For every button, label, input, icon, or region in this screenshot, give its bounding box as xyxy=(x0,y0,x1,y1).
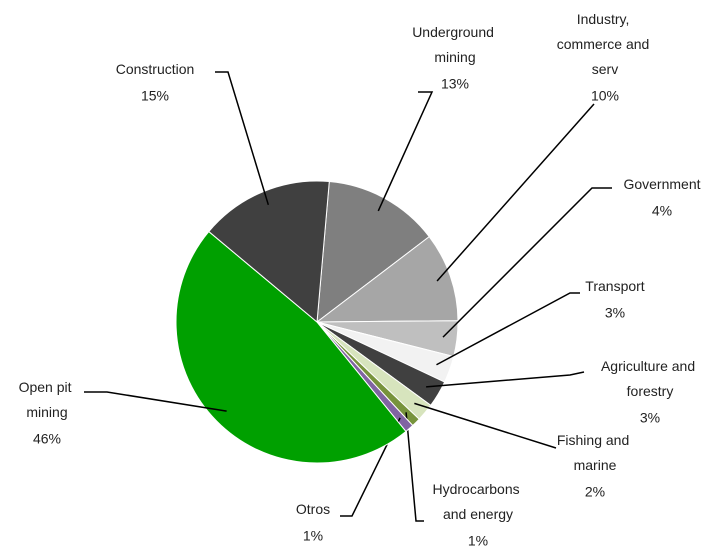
category-label: Industry, commerce and serv xyxy=(557,11,653,77)
category-label: Otros xyxy=(296,501,330,517)
value-label: 13% xyxy=(441,76,469,92)
category-label: Transport xyxy=(585,278,645,294)
category-label: Government xyxy=(623,176,700,192)
value-label: 15% xyxy=(141,88,169,104)
pie-slice xyxy=(208,180,330,323)
pie-slice xyxy=(315,235,459,323)
leader-line xyxy=(442,187,612,338)
value-label: 2% xyxy=(585,484,605,500)
label-line: mining xyxy=(434,49,475,65)
pie-slice xyxy=(316,180,430,324)
value-label: 3% xyxy=(605,305,625,321)
label-line: Industry, xyxy=(577,11,634,27)
label-line: Otros xyxy=(296,501,330,517)
label-line: Underground xyxy=(412,24,498,40)
label-line: Government xyxy=(623,176,700,192)
value-label: 46% xyxy=(33,431,61,447)
category-label: Fishing and marine xyxy=(557,432,633,473)
category-label: Underground mining xyxy=(412,24,498,65)
value-label: 4% xyxy=(652,203,672,219)
label-line: mining xyxy=(26,404,67,420)
value-label: 3% xyxy=(640,410,660,426)
leader-line xyxy=(340,417,401,517)
leader-line xyxy=(215,71,270,206)
label-line: Hydrocarbons xyxy=(432,481,523,497)
leader-line xyxy=(414,402,557,449)
label-line: Construction xyxy=(116,61,195,77)
leader-line xyxy=(436,103,595,282)
category-label: Agriculture and forestry xyxy=(601,358,699,399)
label-line: Agriculture and xyxy=(601,358,699,374)
label-line: commerce and xyxy=(557,36,653,52)
label-line: marine xyxy=(574,457,617,473)
leader-line xyxy=(426,371,585,388)
label-line: serv xyxy=(592,61,618,77)
label-line: Fishing and xyxy=(557,432,633,448)
leader-line xyxy=(436,292,580,366)
category-label: Open pit mining xyxy=(19,379,76,420)
leader-line xyxy=(377,91,434,212)
value-label: 10% xyxy=(591,88,619,104)
label-line: Transport xyxy=(585,278,645,294)
leader-line xyxy=(405,412,424,522)
label-line: Open pit xyxy=(19,379,76,395)
category-label: Hydrocarbons and energy xyxy=(432,481,523,522)
value-label: 1% xyxy=(468,533,488,548)
leader-line xyxy=(84,391,227,412)
label-line: forestry xyxy=(627,383,674,399)
pie-slice xyxy=(175,230,407,464)
category-label: Construction xyxy=(116,61,195,77)
value-label: 1% xyxy=(303,528,323,544)
label-line: and energy xyxy=(443,506,513,522)
